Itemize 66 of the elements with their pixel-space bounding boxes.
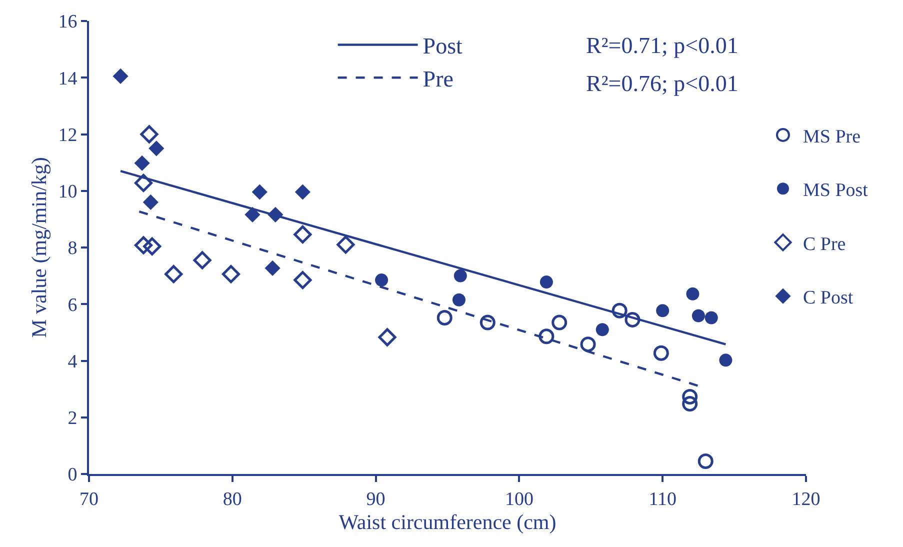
- point: [552, 314, 568, 330]
- y-tick-label: 2: [68, 408, 78, 430]
- point: [336, 236, 355, 254]
- point: [143, 237, 162, 256]
- y-tick-label: 6: [68, 294, 78, 316]
- x-tick-label: 110: [648, 488, 676, 510]
- point: [596, 323, 609, 336]
- x-tick-label: 120: [792, 488, 820, 510]
- point: [719, 354, 732, 367]
- legend-label: C Pre: [802, 234, 846, 255]
- legend-label: Post: [422, 34, 464, 59]
- point: [454, 269, 467, 282]
- annotation: R²=0.76; p<0.01: [586, 71, 738, 96]
- point: [656, 304, 670, 318]
- point: [134, 174, 153, 192]
- point: [294, 271, 312, 290]
- point: [164, 265, 183, 284]
- x-tick-label: 70: [80, 488, 98, 510]
- point: [612, 302, 628, 318]
- annotation: R²=0.71; p<0.01: [586, 33, 738, 58]
- y-tick-label: 4: [68, 351, 78, 372]
- y-tick-label: 14: [58, 68, 78, 90]
- point: [294, 184, 310, 200]
- point: [653, 345, 669, 361]
- point: [193, 251, 212, 270]
- point: [692, 309, 705, 322]
- y-tick-label: 16: [58, 12, 78, 33]
- y-axis-title: M value (mg/min/kg): [26, 157, 51, 338]
- point: [436, 310, 452, 326]
- point: [375, 274, 388, 287]
- point: [294, 225, 312, 244]
- point: [222, 265, 240, 284]
- legend-label: MS Post: [802, 180, 869, 202]
- legend-label: C Post: [802, 287, 854, 308]
- legend-label: Pre: [422, 66, 454, 92]
- point: [112, 68, 128, 84]
- x-tick-label: 80: [222, 488, 242, 510]
- point: [148, 140, 164, 156]
- point: [452, 293, 466, 306]
- point: [538, 328, 554, 344]
- point: [378, 328, 396, 346]
- point: [704, 311, 718, 324]
- point: [686, 287, 700, 300]
- y-tick-label: 12: [58, 124, 78, 146]
- point: [540, 276, 553, 289]
- point: [682, 388, 698, 404]
- y-tick-label: 8: [68, 238, 78, 260]
- point: [134, 155, 150, 171]
- point: [268, 206, 284, 222]
- point: [624, 312, 640, 328]
- point: [264, 260, 280, 276]
- y-tick-label: 10: [58, 182, 78, 203]
- point: [580, 336, 596, 352]
- x-tick-label: 100: [504, 488, 534, 510]
- y-tick-label: 0: [68, 464, 78, 486]
- legend-label: MS Pre: [802, 126, 861, 148]
- point: [140, 125, 158, 144]
- x-tick-label: 90: [366, 488, 386, 510]
- point: [142, 194, 158, 210]
- point: [698, 454, 714, 470]
- x-axis-title: Waist circumference (cm): [338, 510, 556, 534]
- point: [480, 314, 496, 330]
- point: [252, 184, 268, 200]
- point: [682, 396, 698, 412]
- point: [134, 236, 153, 254]
- point: [244, 206, 260, 222]
